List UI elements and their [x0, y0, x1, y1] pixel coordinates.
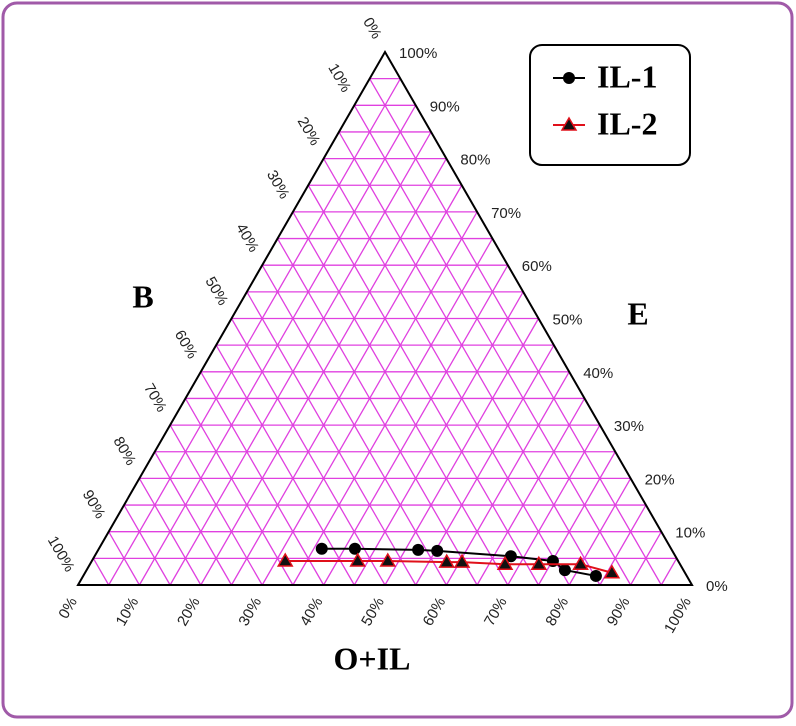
- legend-label: IL-1: [597, 58, 657, 94]
- data-point: [348, 542, 361, 555]
- axis-label-e: E: [627, 295, 648, 331]
- grid-line: [261, 264, 447, 586]
- grid-line: [660, 558, 678, 586]
- grid-line: [169, 131, 432, 586]
- grid-line: [184, 398, 294, 586]
- legend-label: IL-2: [597, 105, 657, 141]
- grid-line: [369, 78, 662, 586]
- grid-line: [353, 104, 632, 586]
- data-point: [315, 542, 328, 555]
- data-point: [546, 555, 559, 568]
- axis-label-o: O+IL: [334, 640, 411, 676]
- e-tick-label: 20%: [645, 471, 675, 488]
- data-point: [558, 564, 571, 577]
- data-point: [438, 553, 456, 568]
- grid-line: [307, 184, 540, 586]
- grid-line: [353, 291, 524, 586]
- grid-line: [138, 104, 417, 586]
- axis-label-b: B: [132, 278, 153, 314]
- e-tick-label: 40%: [583, 365, 613, 382]
- e-tick-label: 10%: [675, 525, 705, 542]
- grid-line: [338, 131, 601, 586]
- grid-line: [630, 531, 662, 586]
- e-tick-label: 90%: [430, 98, 460, 115]
- data-point: [276, 552, 294, 567]
- e-tick-label: 100%: [399, 45, 437, 62]
- grid-line: [261, 211, 478, 586]
- data-point: [530, 555, 548, 570]
- data-point: [453, 553, 471, 568]
- data-point: [412, 543, 425, 556]
- grid-line: [169, 424, 263, 586]
- grid-line: [323, 158, 570, 586]
- data-point: [504, 550, 517, 563]
- data-point: [572, 555, 589, 570]
- data-point: [589, 569, 602, 582]
- grid-line: [108, 531, 140, 586]
- e-tick-label: 60%: [522, 258, 552, 275]
- data-point: [563, 72, 575, 84]
- data-point: [603, 564, 621, 579]
- data-point: [379, 552, 397, 567]
- data-point: [431, 544, 444, 557]
- data-point: [496, 555, 514, 570]
- e-tick-label: 70%: [491, 205, 521, 222]
- e-tick-label: 50%: [553, 311, 583, 328]
- grid-line: [415, 344, 555, 586]
- grid-line: [292, 238, 494, 586]
- grid-line: [292, 211, 509, 586]
- grid-line: [200, 371, 325, 586]
- data-point: [560, 116, 578, 131]
- e-tick-label: 0%: [706, 578, 728, 595]
- grid-line: [154, 451, 233, 586]
- grid-line: [108, 78, 401, 586]
- grid-line: [92, 558, 110, 586]
- triangle-frame: [76, 49, 694, 586]
- grid-line: [123, 504, 171, 586]
- e-tick-label: 30%: [614, 418, 644, 435]
- grid-line: [476, 398, 586, 586]
- grid-line: [384, 318, 540, 586]
- grid-line: [230, 318, 386, 586]
- grid-line: [276, 238, 478, 586]
- data-point: [349, 552, 366, 567]
- grid-line: [246, 291, 417, 586]
- e-tick-label: 80%: [460, 152, 490, 169]
- grid-line: [215, 344, 355, 586]
- grid: [77, 51, 693, 586]
- grid-line: [138, 478, 202, 586]
- grid-line: [230, 184, 463, 586]
